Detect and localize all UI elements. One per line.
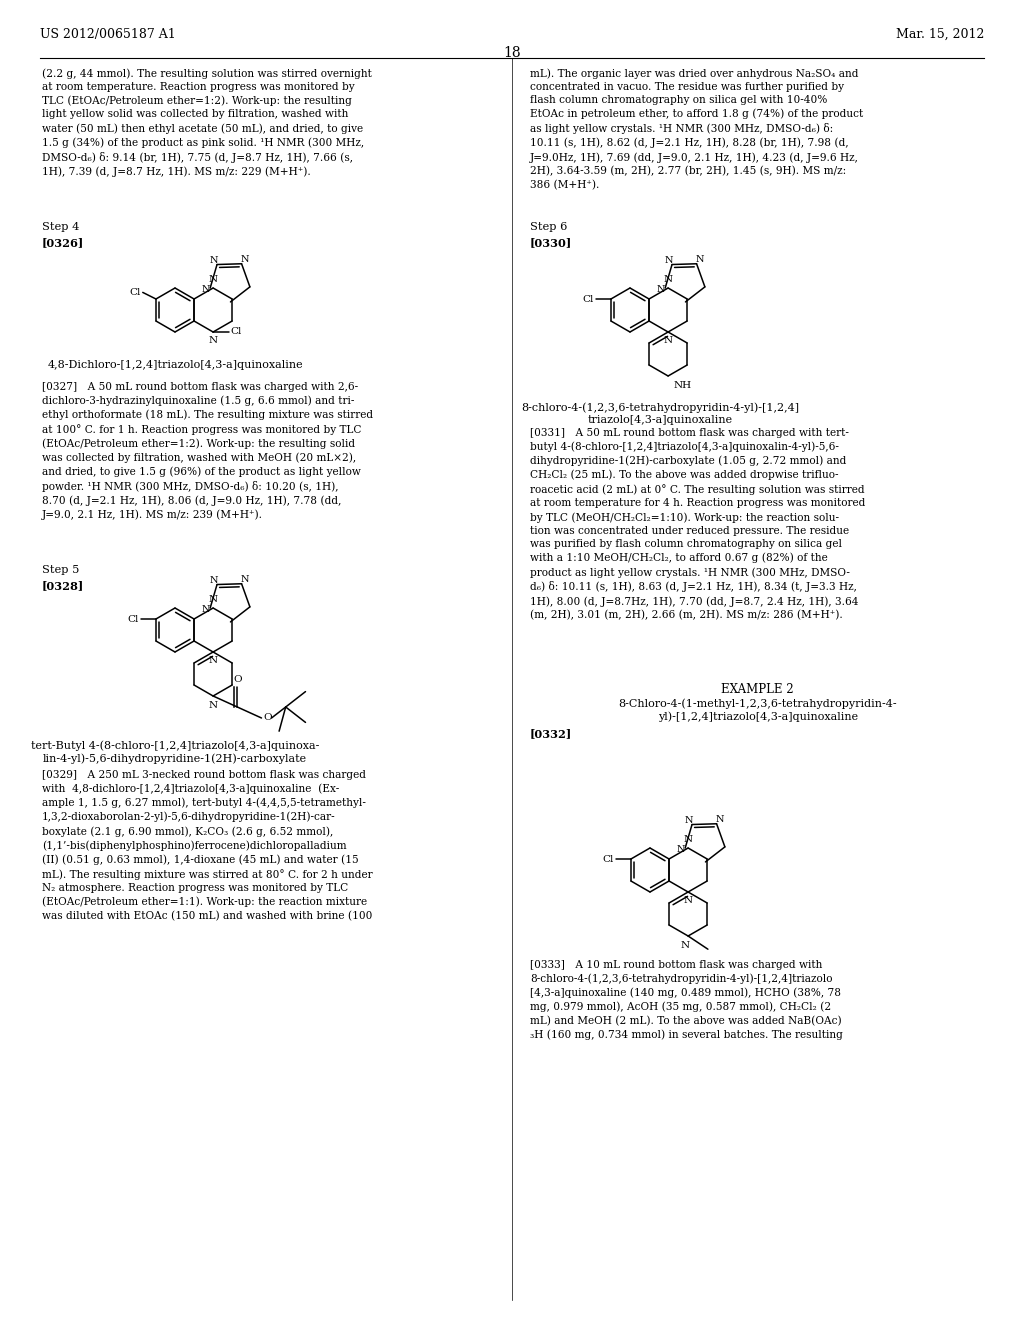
Text: 8-Chloro-4-(1-methyl-1,2,3,6-tetrahydropyridin-4-
yl)-[1,2,4]triazolo[4,3-a]quin: 8-Chloro-4-(1-methyl-1,2,3,6-tetrahydrop… [618, 698, 897, 722]
Text: NH: NH [673, 381, 691, 389]
Text: N: N [676, 845, 685, 854]
Text: N: N [695, 255, 703, 264]
Text: N: N [664, 275, 673, 284]
Text: Cl: Cl [583, 294, 594, 304]
Text: N: N [209, 701, 218, 710]
Text: N: N [210, 576, 218, 585]
Text: O: O [233, 676, 242, 684]
Text: (2.2 g, 44 mmol). The resulting solution was stirred overnight
at room temperatu: (2.2 g, 44 mmol). The resulting solution… [42, 69, 372, 177]
Text: N: N [656, 285, 665, 294]
Text: N: N [209, 656, 218, 665]
Text: 8-chloro-4-(1,2,3,6-tetrahydropyridin-4-yl)-[1,2,4]
triazolo[4,3-a]quinoxaline: 8-chloro-4-(1,2,3,6-tetrahydropyridin-4-… [521, 403, 799, 425]
Text: [0327] A 50 mL round bottom flask was charged with 2,6-
dichloro-3-hydrazinylqui: [0327] A 50 mL round bottom flask was ch… [42, 381, 373, 520]
Text: Mar. 15, 2012: Mar. 15, 2012 [896, 28, 984, 41]
Text: N: N [665, 256, 673, 265]
Text: [0333] A 10 mL round bottom flask was charged with
8-chloro-4-(1,2,3,6-tetrahydr: [0333] A 10 mL round bottom flask was ch… [530, 960, 843, 1040]
Text: [0330]: [0330] [530, 238, 572, 248]
Text: EXAMPLE 2: EXAMPLE 2 [722, 682, 794, 696]
Text: Step 4: Step 4 [42, 222, 80, 232]
Text: N: N [209, 595, 218, 605]
Text: [0331] A 50 mL round bottom flask was charged with tert-
butyl 4-(8-chloro-[1,2,: [0331] A 50 mL round bottom flask was ch… [530, 428, 865, 620]
Text: Step 6: Step 6 [530, 222, 567, 232]
Text: US 2012/0065187 A1: US 2012/0065187 A1 [40, 28, 176, 41]
Text: N: N [681, 941, 690, 950]
Text: Cl: Cl [127, 615, 138, 623]
Text: N: N [209, 275, 218, 284]
Text: Step 5: Step 5 [42, 565, 80, 576]
Text: 4,8-Dichloro-[1,2,4]triazolo[4,3-a]quinoxaline: 4,8-Dichloro-[1,2,4]triazolo[4,3-a]quino… [47, 360, 303, 370]
Text: N: N [210, 256, 218, 265]
Text: [0328]: [0328] [42, 579, 84, 591]
Text: N: N [685, 816, 693, 825]
Text: 18: 18 [503, 46, 521, 59]
Text: N: N [664, 337, 673, 345]
Text: N: N [209, 337, 218, 345]
Text: [0329] A 250 mL 3-necked round bottom flask was charged
with  4,8-dichloro-[1,2,: [0329] A 250 mL 3-necked round bottom fl… [42, 770, 373, 921]
Text: Cl: Cl [129, 288, 140, 297]
Text: N: N [684, 836, 692, 843]
Text: N: N [715, 816, 724, 824]
Text: mL). The organic layer was dried over anhydrous Na₂SO₄ and
concentrated in vacuo: mL). The organic layer was dried over an… [530, 69, 863, 190]
Text: N: N [241, 255, 249, 264]
Text: N: N [201, 606, 210, 614]
Text: [0326]: [0326] [42, 238, 84, 248]
Text: Cl: Cl [602, 854, 613, 863]
Text: Cl: Cl [230, 327, 242, 337]
Text: N: N [241, 576, 249, 585]
Text: O: O [263, 714, 272, 722]
Text: tert-Butyl 4-(8-chloro-[1,2,4]triazolo[4,3-a]quinoxa-
lin-4-yl)-5,6-dihydropyrid: tert-Butyl 4-(8-chloro-[1,2,4]triazolo[4… [31, 741, 319, 764]
Text: [0332]: [0332] [530, 729, 572, 739]
Text: N: N [684, 896, 692, 906]
Text: N: N [201, 285, 210, 294]
